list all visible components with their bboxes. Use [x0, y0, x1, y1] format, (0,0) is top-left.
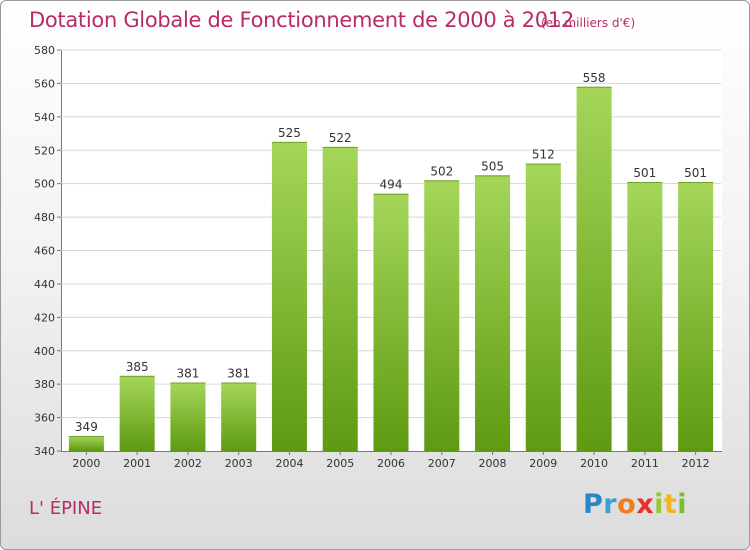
logo-letter: i: [654, 489, 664, 520]
bar: [271, 141, 307, 452]
y-tick-label: 500: [34, 178, 55, 191]
bar: [68, 435, 104, 451]
bar: [424, 180, 460, 451]
logo-letter: t: [663, 489, 678, 520]
bar: [475, 175, 511, 451]
logo-letter: P: [583, 489, 604, 520]
bar: [221, 382, 257, 451]
bar-value-label: 502: [430, 164, 453, 178]
y-tick-label: 560: [34, 77, 55, 90]
logo-letter: o: [617, 489, 637, 520]
bar-value-label: 381: [176, 366, 199, 380]
x-tick-label: 2010: [580, 457, 608, 470]
bar-value-label: 385: [126, 360, 149, 374]
commune-name: L' ÉPINE: [29, 498, 103, 519]
x-tick-label: 2009: [529, 457, 557, 470]
x-tick-label: 2000: [72, 457, 100, 470]
y-tick-label: 460: [34, 245, 55, 258]
x-tick-label: 2001: [123, 457, 151, 470]
logo-letter: r: [603, 489, 618, 520]
x-tick-label: 2002: [174, 457, 202, 470]
bar: [119, 375, 155, 451]
bar: [322, 146, 358, 452]
bar-value-label: 558: [583, 71, 606, 85]
bar-value-label: 525: [278, 126, 301, 140]
x-tick-label: 2012: [682, 457, 710, 470]
y-tick-label: 420: [34, 311, 55, 324]
bar-value-label: 349: [75, 420, 98, 434]
bar-value-label: 494: [380, 178, 403, 192]
bar-value-label: 522: [329, 131, 352, 145]
bar: [525, 163, 561, 451]
chart-subtitle: (en milliers d'€): [541, 16, 636, 30]
y-tick-label: 380: [34, 378, 55, 391]
bar-value-label: 381: [227, 366, 250, 380]
y-tick-label: 480: [34, 211, 55, 224]
bar-value-label: 505: [481, 159, 504, 173]
bar: [170, 382, 206, 451]
y-tick-label: 520: [34, 144, 55, 157]
x-tick-label: 2003: [225, 457, 253, 470]
bar-value-label: 501: [633, 166, 656, 180]
logo-letter: i: [677, 489, 688, 520]
x-tick-label: 2007: [428, 457, 456, 470]
logo-letter: x: [636, 489, 655, 520]
bar: [678, 181, 714, 451]
y-tick-label: 440: [34, 278, 55, 291]
x-tick-label: 2006: [377, 457, 405, 470]
bar-value-label: 512: [532, 148, 555, 162]
bar-value-label: 501: [684, 166, 707, 180]
y-tick-label: 400: [34, 345, 55, 358]
bar: [373, 193, 409, 452]
y-tick-label: 340: [34, 445, 55, 458]
proxiti-logo: Proxiti: [583, 489, 687, 520]
y-tick-label: 360: [34, 412, 55, 425]
x-tick-label: 2004: [275, 457, 303, 470]
y-tick-label: 580: [34, 44, 55, 57]
x-tick-label: 2011: [631, 457, 659, 470]
y-tick-label: 540: [34, 111, 55, 124]
x-tick-label: 2008: [479, 457, 507, 470]
chart-title: Dotation Globale de Fonctionnement de 20…: [29, 8, 574, 32]
bar: [576, 86, 612, 451]
x-tick-label: 2005: [326, 457, 354, 470]
bar: [627, 181, 663, 451]
